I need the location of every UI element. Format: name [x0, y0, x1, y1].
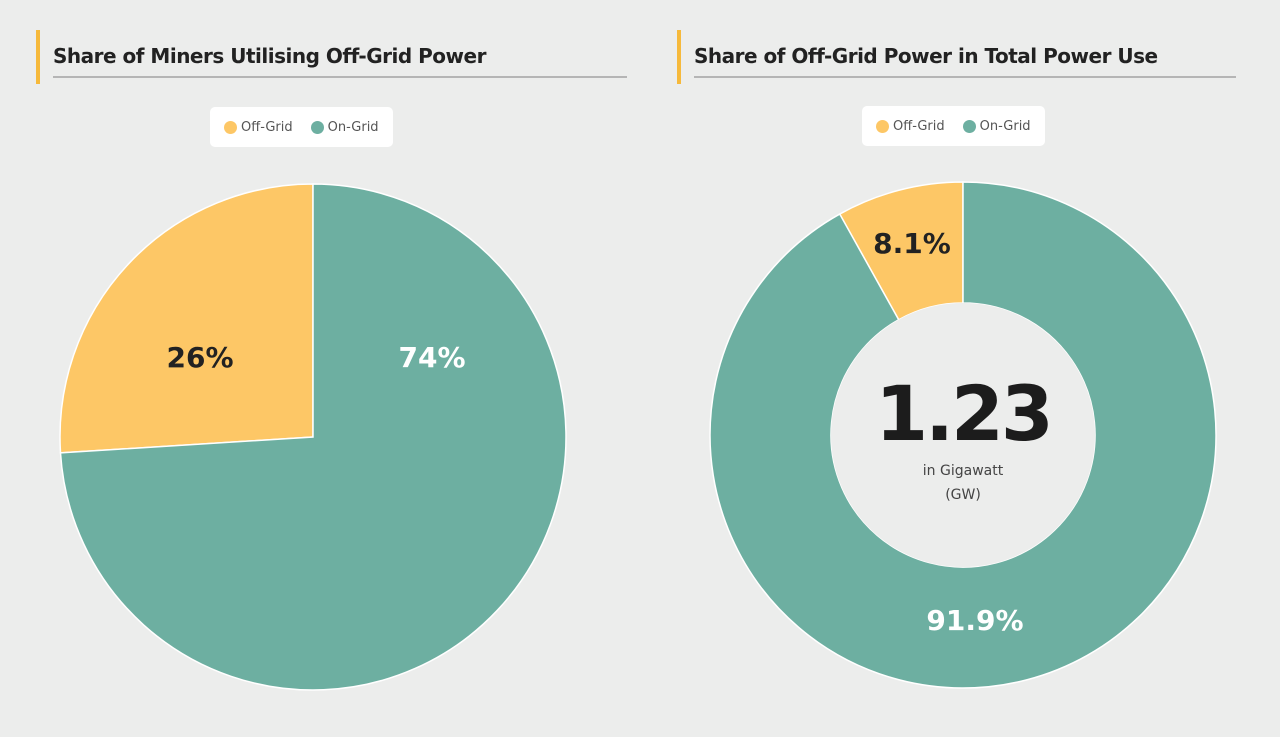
legend-label: Off-Grid: [893, 118, 945, 134]
legend-label: On-Grid: [979, 118, 1031, 134]
center-unit: (GW): [945, 487, 981, 503]
legend-item-on-grid: On-Grid: [310, 119, 379, 135]
chart2-title-text: Share of Off-Grid Power in Total Power U…: [694, 44, 1158, 68]
title-divider: [694, 76, 1236, 78]
legend-item-off-grid: Off-Grid: [876, 119, 945, 134]
title-accent-bar: [36, 30, 40, 84]
legend-item-on-grid: On-Grid: [962, 118, 1031, 134]
chart1-legend: Off-Grid On-Grid: [210, 107, 393, 147]
title-accent-bar: [677, 30, 681, 84]
legend-label: On-Grid: [327, 119, 379, 135]
slice-on-grid: [59, 183, 567, 691]
center-value: 1.23: [875, 369, 1051, 458]
slice-off-grid: [59, 183, 314, 454]
title-divider: [53, 76, 627, 78]
on-grid-swatch-icon: [310, 120, 324, 134]
data-label: 91.9%: [926, 604, 1023, 637]
off-grid-swatch-icon: [876, 119, 889, 133]
chart2-legend: Off-Grid On-Grid: [862, 106, 1045, 146]
on-grid-swatch-icon: [962, 119, 976, 133]
chart1-title-text: Share of Miners Utilising Off-Grid Power: [53, 44, 486, 68]
data-label: 74%: [398, 341, 465, 374]
data-label: 8.1%: [873, 227, 951, 260]
legend-label: Off-Grid: [241, 119, 293, 135]
off-grid-swatch-icon: [224, 120, 237, 134]
data-label: 26%: [166, 341, 233, 374]
legend-item-off-grid: Off-Grid: [224, 120, 293, 135]
donut-hole: [831, 303, 1095, 567]
center-unit: in Gigawatt: [923, 463, 1004, 479]
